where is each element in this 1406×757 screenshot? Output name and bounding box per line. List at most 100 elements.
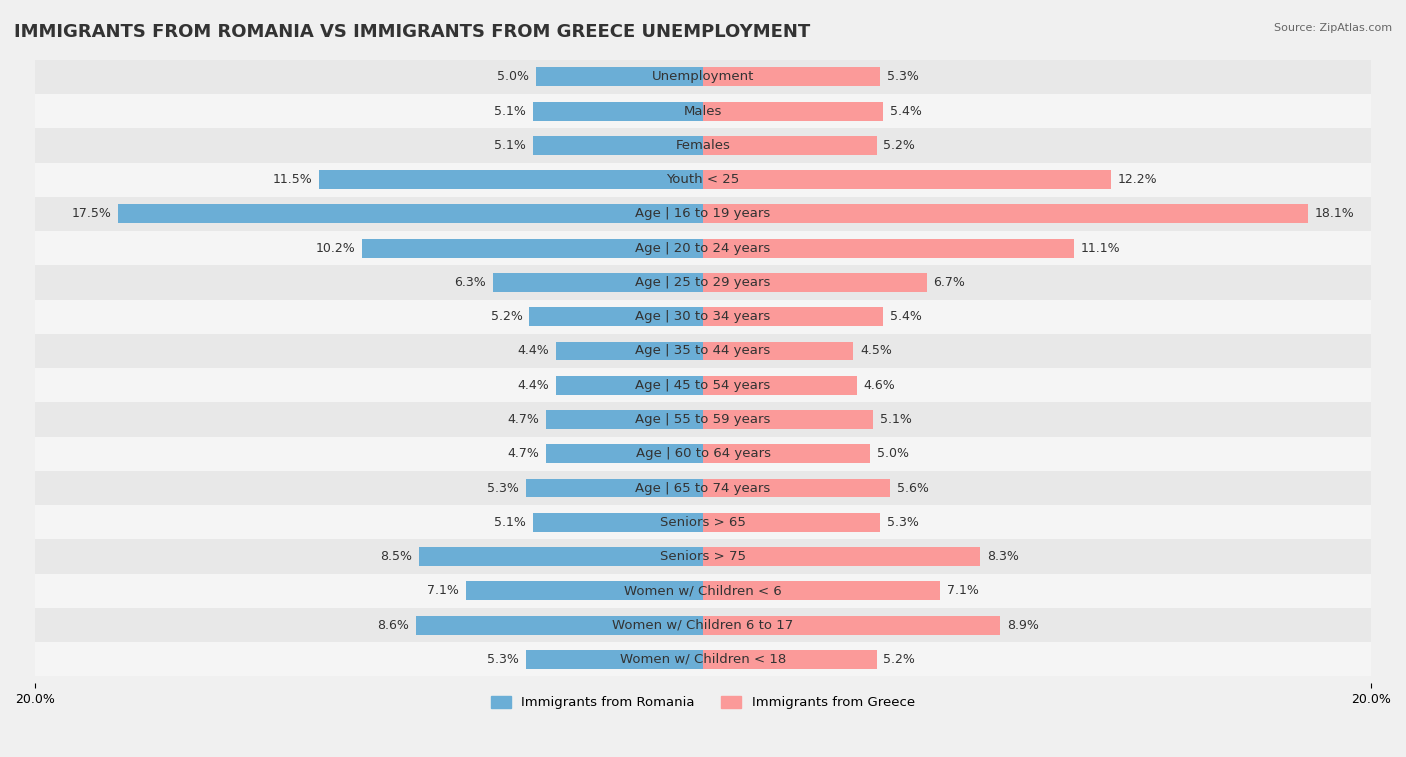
Bar xyxy=(703,444,870,463)
Text: 8.3%: 8.3% xyxy=(987,550,1019,563)
Text: 5.3%: 5.3% xyxy=(887,516,918,529)
Text: 7.1%: 7.1% xyxy=(946,584,979,597)
Bar xyxy=(703,478,890,497)
Bar xyxy=(703,341,853,360)
Bar xyxy=(529,307,703,326)
Text: 7.1%: 7.1% xyxy=(427,584,460,597)
Bar xyxy=(703,136,877,154)
Text: 5.3%: 5.3% xyxy=(488,653,519,666)
Text: 8.9%: 8.9% xyxy=(1007,618,1039,631)
Bar xyxy=(35,540,1371,574)
Text: Females: Females xyxy=(675,139,731,152)
Text: Age | 35 to 44 years: Age | 35 to 44 years xyxy=(636,344,770,357)
Bar xyxy=(35,471,1371,505)
Text: Age | 65 to 74 years: Age | 65 to 74 years xyxy=(636,481,770,494)
Bar xyxy=(703,170,1111,189)
Text: 5.2%: 5.2% xyxy=(883,139,915,152)
Bar xyxy=(703,513,880,531)
Text: 4.4%: 4.4% xyxy=(517,378,550,391)
Bar xyxy=(35,60,1371,94)
Text: 4.7%: 4.7% xyxy=(508,413,540,426)
Text: IMMIGRANTS FROM ROMANIA VS IMMIGRANTS FROM GREECE UNEMPLOYMENT: IMMIGRANTS FROM ROMANIA VS IMMIGRANTS FR… xyxy=(14,23,810,41)
Bar xyxy=(546,410,703,429)
Text: 11.5%: 11.5% xyxy=(273,173,312,186)
Bar xyxy=(465,581,703,600)
Bar xyxy=(363,238,703,257)
Bar xyxy=(419,547,703,566)
Text: 17.5%: 17.5% xyxy=(72,207,111,220)
Text: Unemployment: Unemployment xyxy=(652,70,754,83)
Bar xyxy=(319,170,703,189)
Text: 5.0%: 5.0% xyxy=(877,447,908,460)
Text: 4.7%: 4.7% xyxy=(508,447,540,460)
Text: 5.4%: 5.4% xyxy=(890,310,922,323)
Text: 5.1%: 5.1% xyxy=(494,139,526,152)
Bar xyxy=(35,128,1371,163)
Bar xyxy=(35,505,1371,540)
Bar xyxy=(35,437,1371,471)
Bar xyxy=(703,547,980,566)
Bar xyxy=(35,300,1371,334)
Bar xyxy=(35,368,1371,403)
Text: 8.5%: 8.5% xyxy=(381,550,412,563)
Bar xyxy=(703,204,1308,223)
Bar xyxy=(703,307,883,326)
Text: 5.4%: 5.4% xyxy=(890,104,922,117)
Text: Age | 60 to 64 years: Age | 60 to 64 years xyxy=(636,447,770,460)
Text: 8.6%: 8.6% xyxy=(377,618,409,631)
Text: Age | 55 to 59 years: Age | 55 to 59 years xyxy=(636,413,770,426)
Text: 10.2%: 10.2% xyxy=(316,241,356,254)
Text: Seniors > 75: Seniors > 75 xyxy=(659,550,747,563)
Bar xyxy=(703,273,927,292)
Text: Women w/ Children < 18: Women w/ Children < 18 xyxy=(620,653,786,666)
Text: 11.1%: 11.1% xyxy=(1080,241,1121,254)
Bar xyxy=(526,478,703,497)
Bar xyxy=(533,136,703,154)
Text: Youth < 25: Youth < 25 xyxy=(666,173,740,186)
Text: 18.1%: 18.1% xyxy=(1315,207,1354,220)
Text: 5.1%: 5.1% xyxy=(494,104,526,117)
Bar xyxy=(35,608,1371,642)
Bar xyxy=(35,231,1371,265)
Text: 5.6%: 5.6% xyxy=(897,481,928,494)
Bar xyxy=(533,513,703,531)
Text: Age | 30 to 34 years: Age | 30 to 34 years xyxy=(636,310,770,323)
Bar xyxy=(492,273,703,292)
Text: 12.2%: 12.2% xyxy=(1118,173,1157,186)
Bar xyxy=(546,444,703,463)
Text: 5.1%: 5.1% xyxy=(880,413,912,426)
Text: 5.2%: 5.2% xyxy=(491,310,523,323)
Text: Males: Males xyxy=(683,104,723,117)
Bar xyxy=(35,163,1371,197)
Text: Age | 25 to 29 years: Age | 25 to 29 years xyxy=(636,276,770,289)
Text: 5.3%: 5.3% xyxy=(887,70,918,83)
Bar xyxy=(703,650,877,668)
Bar xyxy=(533,101,703,120)
Bar xyxy=(555,341,703,360)
Text: 4.4%: 4.4% xyxy=(517,344,550,357)
Text: Age | 16 to 19 years: Age | 16 to 19 years xyxy=(636,207,770,220)
Text: Source: ZipAtlas.com: Source: ZipAtlas.com xyxy=(1274,23,1392,33)
Text: Women w/ Children 6 to 17: Women w/ Children 6 to 17 xyxy=(613,618,793,631)
Text: 5.2%: 5.2% xyxy=(883,653,915,666)
Bar xyxy=(35,265,1371,300)
Text: 6.3%: 6.3% xyxy=(454,276,486,289)
Text: 6.7%: 6.7% xyxy=(934,276,966,289)
Text: 5.3%: 5.3% xyxy=(488,481,519,494)
Bar xyxy=(703,581,941,600)
Text: 5.0%: 5.0% xyxy=(498,70,529,83)
Bar xyxy=(35,197,1371,231)
Text: 5.1%: 5.1% xyxy=(494,516,526,529)
Legend: Immigrants from Romania, Immigrants from Greece: Immigrants from Romania, Immigrants from… xyxy=(486,690,920,715)
Text: Women w/ Children < 6: Women w/ Children < 6 xyxy=(624,584,782,597)
Text: Seniors > 65: Seniors > 65 xyxy=(659,516,747,529)
Bar xyxy=(35,403,1371,437)
Text: Age | 20 to 24 years: Age | 20 to 24 years xyxy=(636,241,770,254)
Bar xyxy=(526,650,703,668)
Bar xyxy=(555,375,703,394)
Bar xyxy=(703,101,883,120)
Bar xyxy=(703,615,1000,634)
Text: 4.6%: 4.6% xyxy=(863,378,896,391)
Text: 4.5%: 4.5% xyxy=(860,344,891,357)
Bar xyxy=(35,94,1371,128)
